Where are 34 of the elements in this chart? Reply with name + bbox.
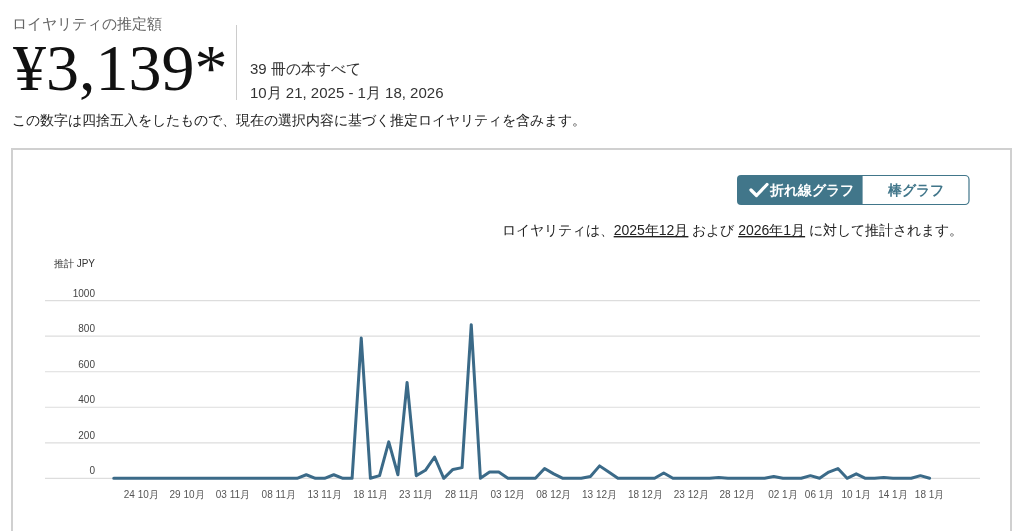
button-label: 棒グラフ	[888, 182, 944, 198]
button-label: 折れ線グラフ	[770, 182, 854, 198]
ytick: 800	[78, 323, 95, 335]
xtick: 10 1月	[841, 489, 871, 500]
xtick: 14 1月	[878, 489, 908, 500]
ytick: 1000	[72, 287, 95, 299]
annotation: 10月 21, 2025 - 1月 18, 2026	[250, 84, 444, 101]
xtick: 03 12月	[490, 489, 526, 500]
xtick: 24 10月	[123, 489, 159, 500]
ytick: 600	[78, 358, 95, 370]
ytick: 400	[78, 394, 95, 406]
xtick: 13 12月	[582, 489, 618, 500]
annotation: この数字は四捨五入をしたもので、現在の選択内容に基づく推定ロイヤリティを含みます。	[12, 112, 586, 128]
xtick: 28 12月	[719, 489, 755, 500]
ytick: 0	[89, 465, 95, 477]
annotation: ¥3,139*	[13, 31, 228, 104]
xtick: 03 11月	[215, 489, 251, 500]
xtick: 18 11月	[353, 489, 388, 500]
title: ロイヤリティの推定額	[12, 15, 162, 32]
xtick: 13 11月	[307, 489, 342, 500]
xtick: 18 12月	[627, 489, 663, 500]
xtick: 06 1月	[804, 489, 835, 500]
annotation: 39 冊の本すべて	[250, 60, 361, 77]
xtick: 28 11月	[444, 489, 480, 500]
xtick: 02 1月	[768, 489, 798, 500]
annotation: ロイヤリティは、2025年12月 および 2026年1月 に対して推計されます。	[501, 222, 963, 238]
xtick: 23 12月	[673, 489, 709, 500]
ylabel: 推計 JPY	[53, 258, 95, 269]
xtick: 08 11月	[261, 489, 296, 500]
xtick: 23 11月	[399, 489, 434, 500]
xtick: 29 10月	[169, 489, 205, 500]
xtick: 18 1月	[914, 489, 945, 500]
xtick: 08 12月	[536, 489, 572, 500]
ytick: 200	[78, 429, 95, 441]
